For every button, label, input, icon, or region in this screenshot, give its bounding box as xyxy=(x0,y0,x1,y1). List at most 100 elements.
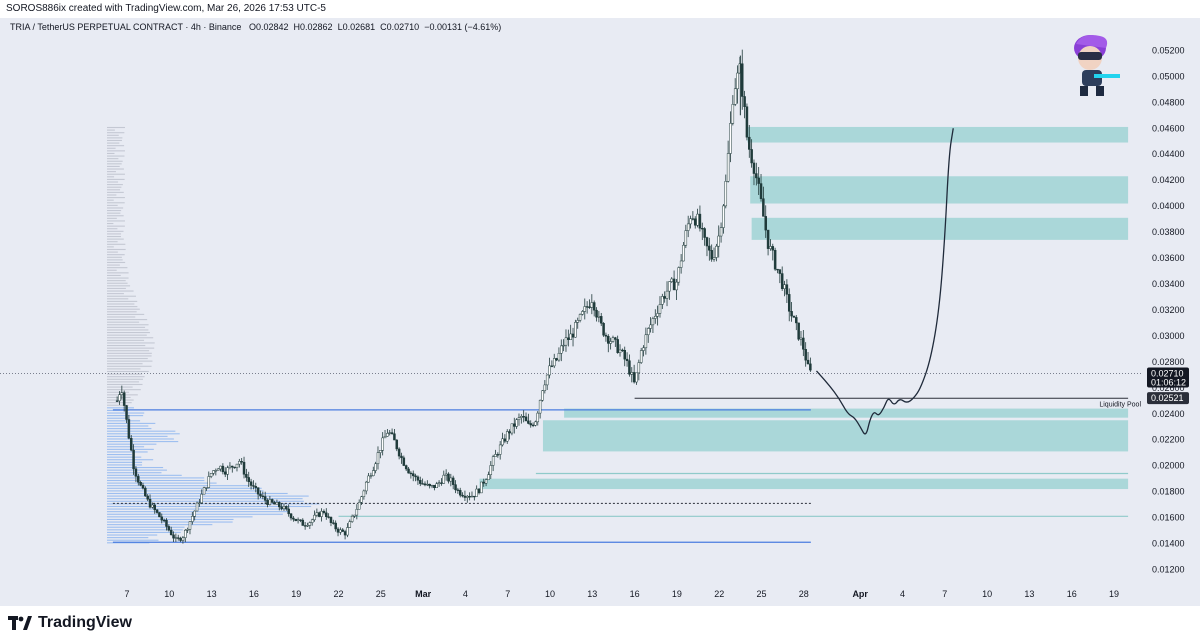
volume-profile-bar xyxy=(107,347,155,349)
candle-body xyxy=(543,384,547,391)
candle-body xyxy=(346,527,349,536)
volume-profile-bar xyxy=(107,295,136,297)
candle-body xyxy=(729,123,732,154)
candle-body xyxy=(510,423,514,434)
x-tick-label: 10 xyxy=(164,589,174,599)
candle-body xyxy=(797,322,800,340)
candle-body xyxy=(705,237,709,247)
volume-profile-bar xyxy=(107,150,125,152)
candle-body xyxy=(545,374,549,386)
candle-body xyxy=(273,502,276,505)
y-tick-label: 0.01600 xyxy=(1152,513,1185,523)
candle-body xyxy=(661,296,664,305)
volume-profile-bar xyxy=(107,389,141,391)
candle-body xyxy=(679,260,683,268)
candle-body xyxy=(245,474,248,478)
volume-profile-bar xyxy=(107,178,125,180)
candle-body xyxy=(776,268,779,271)
symbol-legend[interactable]: TRIA / TetherUS PERPETUAL CONTRACT · 4h … xyxy=(10,22,501,32)
price-chart[interactable]: Liquidity Pool 0.05200 0.05000 0.04800 0.04… xyxy=(0,0,1200,606)
volume-profile-bar xyxy=(107,386,133,388)
candle-body xyxy=(310,519,314,523)
y-tick-label: 0.03600 xyxy=(1152,253,1185,263)
volume-profile-bar xyxy=(107,438,174,440)
candle-body xyxy=(160,516,164,521)
volume-profile-bar xyxy=(107,503,320,505)
y-tick-label: 0.02800 xyxy=(1152,357,1185,367)
candle-body xyxy=(158,512,161,518)
candle-body xyxy=(362,490,366,497)
candle-body xyxy=(658,304,662,314)
volume-profile-bar xyxy=(107,142,120,144)
volume-profile-bar xyxy=(107,210,122,212)
volume-profile-bar xyxy=(107,521,233,523)
volume-profile-bar xyxy=(107,461,143,463)
last-price-label: 0.02710 xyxy=(1151,369,1184,379)
volume-profile-bar xyxy=(107,420,141,422)
candle-body xyxy=(623,350,626,360)
x-tick-label: 13 xyxy=(207,589,217,599)
candle-body xyxy=(400,455,403,459)
candle-body xyxy=(618,349,622,353)
chart-area[interactable] xyxy=(0,18,1200,606)
volume-profile-bar xyxy=(107,422,156,424)
candle-body xyxy=(703,228,706,238)
candle-body xyxy=(426,483,429,486)
candle-body xyxy=(696,213,699,226)
candle-body xyxy=(167,526,171,531)
candle-body xyxy=(682,244,685,262)
volume-profile-bar xyxy=(107,298,129,300)
candle-body xyxy=(343,531,347,536)
volume-profile-bar xyxy=(107,212,121,214)
candle-body xyxy=(513,423,516,427)
volume-profile-bar xyxy=(107,337,154,339)
volume-profile-bar xyxy=(107,233,122,235)
candle-body xyxy=(607,335,610,344)
candle-body xyxy=(644,334,648,349)
candle-body xyxy=(463,495,467,498)
volume-profile-bar xyxy=(107,459,154,461)
candle-body xyxy=(562,344,565,347)
volume-profile-bar xyxy=(107,534,158,536)
open-value: 0.02842 xyxy=(255,22,289,32)
candle-body xyxy=(308,522,312,526)
candle-body xyxy=(748,136,751,150)
volume-profile-bar xyxy=(107,256,122,258)
volume-profile-bar xyxy=(107,184,123,186)
symbol-title[interactable]: TRIA / TetherUS PERPETUAL CONTRACT · 4h … xyxy=(10,22,242,32)
candle-body xyxy=(458,490,462,496)
volume-profile-bar xyxy=(107,404,129,406)
candle-body xyxy=(480,481,483,494)
candle-body xyxy=(153,504,156,511)
candle-body xyxy=(522,416,525,418)
volume-profile-bar xyxy=(107,326,146,328)
candle-body xyxy=(637,362,641,374)
candle-body xyxy=(193,510,196,517)
y-tick-label: 0.04000 xyxy=(1152,201,1185,211)
x-tick-label: 19 xyxy=(1109,589,1119,599)
volume-profile-bar xyxy=(107,243,126,245)
volume-profile-bar xyxy=(107,505,312,508)
candle-body xyxy=(221,465,225,473)
candle-body xyxy=(529,423,532,426)
candle-body xyxy=(268,499,272,505)
volume-profile-bar xyxy=(107,251,118,253)
candle-body xyxy=(473,495,476,498)
candle-body xyxy=(419,480,422,484)
candle-body xyxy=(616,339,619,353)
candle-body xyxy=(755,173,758,179)
candle-body xyxy=(437,482,441,484)
tradingview-logo[interactable]: TradingView xyxy=(8,612,132,634)
candle-body xyxy=(769,246,772,249)
candle-body xyxy=(710,250,713,260)
candle-body xyxy=(444,473,448,476)
volume-profile-bar xyxy=(107,254,125,256)
volume-profile-bar xyxy=(107,479,205,482)
candle-body xyxy=(632,372,636,383)
candle-body xyxy=(745,106,749,138)
volume-profile-bar xyxy=(107,160,123,162)
open-label: O xyxy=(248,22,256,32)
candle-body xyxy=(341,529,344,532)
candle-body xyxy=(498,444,502,455)
